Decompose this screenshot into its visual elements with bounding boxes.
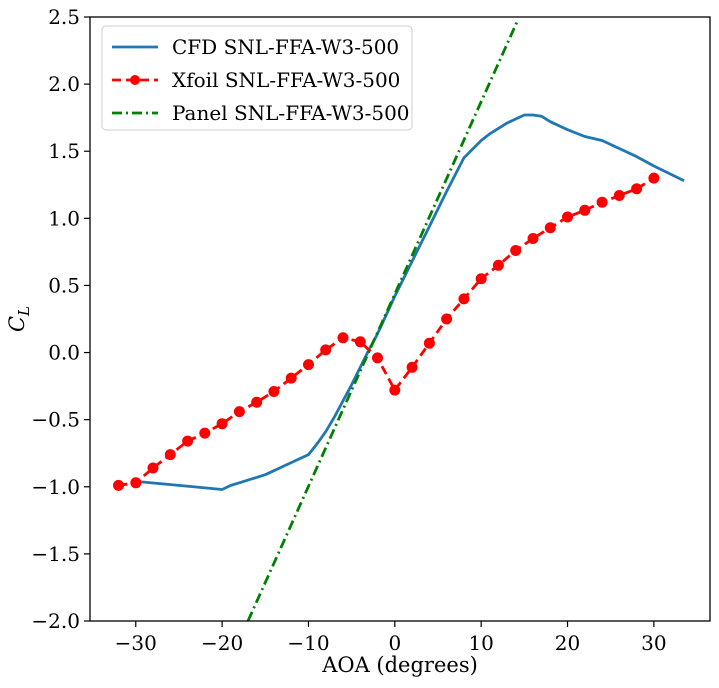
series-point xyxy=(130,477,142,489)
series-point xyxy=(544,222,556,234)
x-tick-label: 0 xyxy=(388,631,401,655)
series-point xyxy=(354,336,366,348)
x-tick-label: −10 xyxy=(287,631,329,655)
x-axis-ticks: −30 −20 −10 0 10 20 30 xyxy=(115,621,667,655)
series-point xyxy=(182,435,194,447)
series-line-2 xyxy=(118,176,655,487)
series-point xyxy=(147,462,159,474)
plot-lines xyxy=(113,20,685,621)
legend-label: Panel SNL-FFA-W3-500 xyxy=(172,101,410,125)
series-point xyxy=(510,245,522,256)
series-point xyxy=(648,172,660,184)
series-point xyxy=(303,359,314,371)
series-point xyxy=(372,352,383,364)
legend-box xyxy=(101,25,413,131)
series-point xyxy=(389,384,401,396)
series-point xyxy=(579,204,591,216)
series-point xyxy=(596,196,608,208)
y-tick-label: 2.0 xyxy=(48,72,80,96)
series-point xyxy=(216,418,228,430)
series-point xyxy=(423,337,435,349)
series-point xyxy=(406,361,418,373)
x-tick-label: −30 xyxy=(115,631,157,655)
series-point xyxy=(475,273,487,285)
y-tick-label: 0.5 xyxy=(48,273,80,297)
y-axis-label: CL xyxy=(5,306,33,332)
series-point xyxy=(268,386,280,397)
series-line-1 xyxy=(135,113,685,491)
legend: CFD SNL-FFA-W3-500 Xfoil SNL-FFA-W3-500 Pa… xyxy=(101,25,413,131)
y-tick-label: 0.0 xyxy=(48,341,80,365)
series-point xyxy=(458,293,470,305)
series-point xyxy=(337,332,349,344)
x-tick-label: 20 xyxy=(555,631,580,655)
series-point xyxy=(527,233,539,244)
legend-label: Xfoil SNL-FFA-W3-500 xyxy=(172,68,400,92)
y-tick-label: 1.5 xyxy=(48,139,80,163)
y-axis-ticks: −2.0 −1.5 −1.0 −0.5 0.0 0.5 1.0 1.5 2.0 2.5 xyxy=(31,5,90,633)
y-tick-label: 2.5 xyxy=(48,5,80,29)
series-point xyxy=(113,479,124,491)
y-tick-label: −0.5 xyxy=(31,408,80,432)
series-point xyxy=(320,344,332,356)
series-line-3 xyxy=(246,20,519,621)
legend-label: CFD SNL-FFA-W3-500 xyxy=(172,35,399,59)
x-axis-label: AOA (degrees) xyxy=(321,653,478,677)
y-tick-label: −1.0 xyxy=(31,475,80,499)
y-tick-label: −1.5 xyxy=(31,542,80,566)
series-point xyxy=(631,183,643,195)
plot-frame xyxy=(89,16,711,622)
series-point xyxy=(613,190,625,201)
x-tick-label: 10 xyxy=(468,631,493,655)
series-point xyxy=(199,427,211,439)
series-point xyxy=(492,259,504,271)
legend-marker xyxy=(130,75,140,85)
series-point xyxy=(164,449,176,461)
series-point xyxy=(251,396,263,408)
series-point xyxy=(233,406,245,418)
series-point xyxy=(285,372,297,384)
series-point xyxy=(441,313,453,325)
y-tick-label: −2.0 xyxy=(31,609,80,633)
x-tick-label: 30 xyxy=(641,631,666,655)
series-point xyxy=(562,211,573,223)
x-tick-label: −20 xyxy=(201,631,243,655)
y-tick-label: 1.0 xyxy=(48,206,80,230)
